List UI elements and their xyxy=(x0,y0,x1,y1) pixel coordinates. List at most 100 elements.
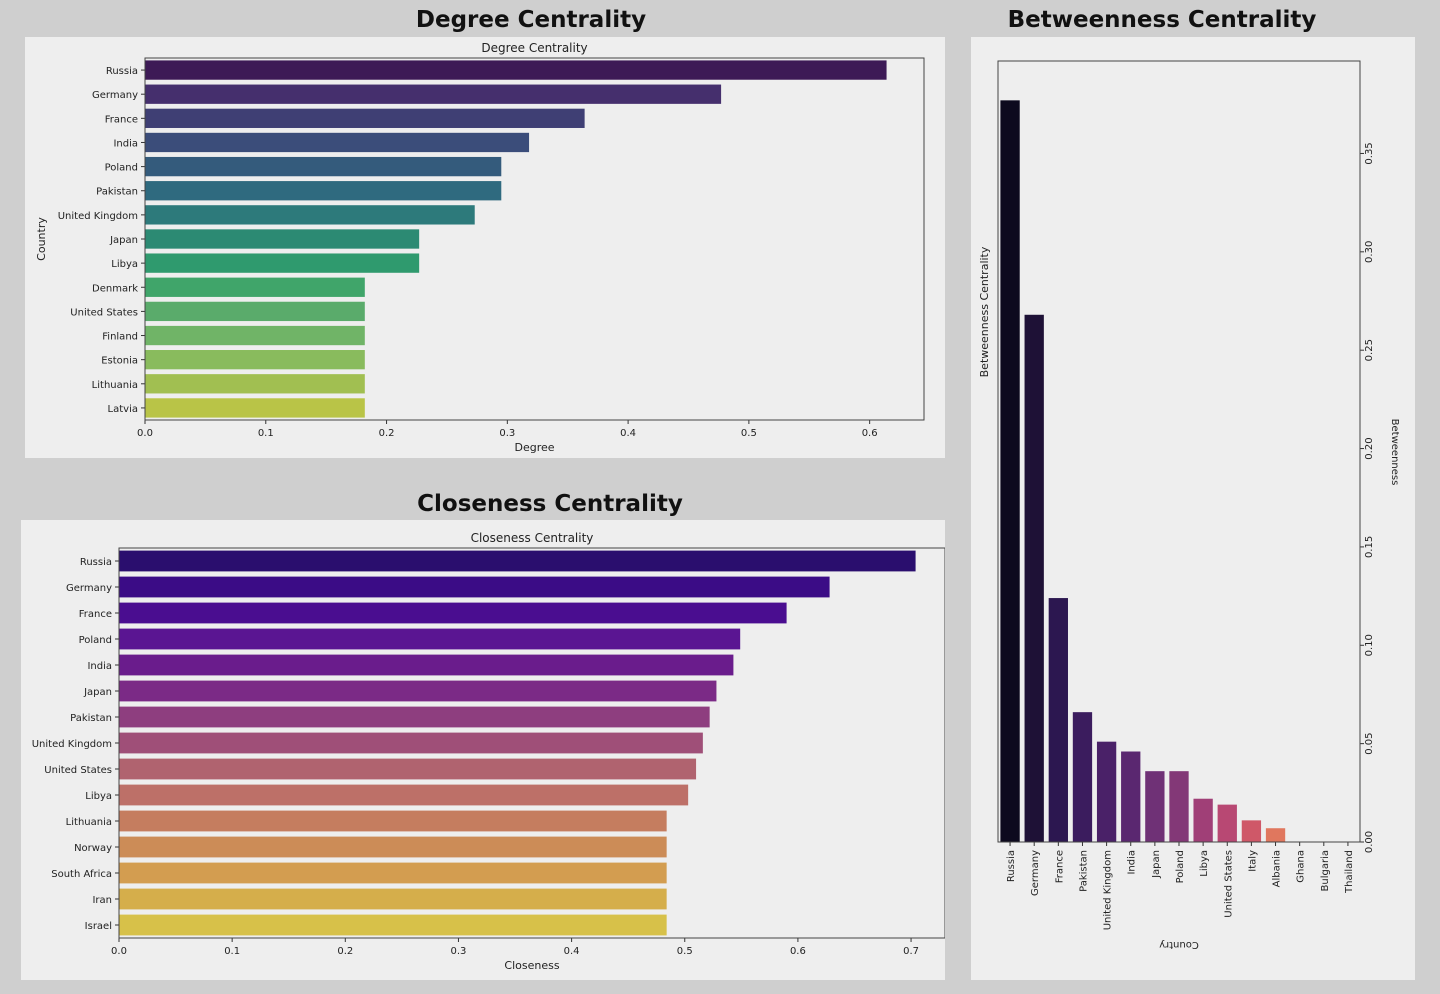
y-tick-label: Russia xyxy=(80,557,112,568)
bar-lithuania xyxy=(119,810,667,832)
bar-germany xyxy=(119,576,830,598)
y-tick-label: United States xyxy=(70,307,138,318)
x-tick-label: Germany xyxy=(1030,850,1041,896)
bar-united-kingdom xyxy=(119,732,703,754)
bar-france xyxy=(119,602,787,624)
x-tick-label: Poland xyxy=(1175,850,1186,883)
y-tick-label: France xyxy=(79,609,112,620)
y-tick-label: 0.00 xyxy=(1364,831,1375,853)
x-tick-label: Albania xyxy=(1272,850,1283,887)
y-tick-label: Japan xyxy=(109,235,138,246)
x-axis-label: Degree xyxy=(514,441,554,454)
bar-france xyxy=(145,108,585,128)
y-tick-label: Israel xyxy=(85,921,112,932)
bar-israel xyxy=(119,914,667,936)
x-tick-label: 0.3 xyxy=(450,946,466,957)
y-tick-label: Pakistan xyxy=(96,187,138,198)
y-tick-label: Finland xyxy=(102,332,138,343)
bar-latvia xyxy=(145,398,365,418)
y-tick-label: Pakistan xyxy=(70,713,112,724)
bar-denmark xyxy=(145,277,365,297)
y-tick-label: India xyxy=(113,138,138,149)
bar-france xyxy=(1048,598,1068,842)
x-tick-label: Thailand xyxy=(1344,850,1355,894)
bar-united-states xyxy=(1217,804,1237,842)
bar-finland xyxy=(145,325,365,346)
y-tick-label: South Africa xyxy=(51,869,112,880)
betweenness-centrality-heading: Betweenness Centrality xyxy=(1007,7,1317,33)
plot-title: Closeness Centrality xyxy=(471,531,594,545)
bar-japan xyxy=(1145,771,1165,842)
x-tick-label: 0.3 xyxy=(499,428,515,439)
x-tick-label: 0.6 xyxy=(862,428,878,439)
bar-united-states xyxy=(119,758,697,780)
bar-estonia xyxy=(145,350,365,370)
degree-chart-panel: Russia Germany France India Poland Pakistan Un… xyxy=(25,37,945,458)
bar-libya xyxy=(1193,798,1213,842)
y-tick-label: Lithuania xyxy=(92,380,138,391)
x-tick-label: France xyxy=(1054,850,1065,883)
closeness-centrality-heading: Closeness Centrality xyxy=(417,491,683,517)
bar-pakistan xyxy=(1072,712,1093,842)
bar-italy xyxy=(1241,820,1262,842)
degree-centrality-heading: Degree Centrality xyxy=(415,7,647,33)
bar-india xyxy=(145,132,530,153)
x-tick-label: United Kingdom xyxy=(1103,850,1114,930)
x-tick-label: 0.0 xyxy=(111,946,127,957)
plot-frame xyxy=(997,60,1361,843)
bar-india xyxy=(119,654,734,676)
bar-japan xyxy=(145,229,420,249)
x-tick-label: Pakistan xyxy=(1078,850,1089,892)
closeness-chart-panel: Russia Germany France Poland India Japan Pakis… xyxy=(21,520,945,980)
y-tick-label: Estonia xyxy=(101,356,138,367)
x-tick-label: 0.0 xyxy=(137,428,153,439)
y-tick-label: United Kingdom xyxy=(32,739,112,750)
bar-south-africa xyxy=(119,862,667,884)
x-axis-label: Closeness xyxy=(504,959,559,972)
y-tick-label: Poland xyxy=(105,163,138,174)
bar-united-kingdom xyxy=(1096,741,1117,842)
betweenness-chart: Russia Germany France Pakistan United Kingdo… xyxy=(978,60,1400,950)
bar-norway xyxy=(119,836,667,858)
bar-poland xyxy=(1169,771,1189,842)
y-axis-label: Country xyxy=(35,217,48,261)
y-tick-label: Iran xyxy=(92,895,112,906)
plot-frame xyxy=(144,57,925,421)
y-tick-label: Latvia xyxy=(108,404,138,415)
y-tick-label: Germany xyxy=(66,583,112,594)
bar-united-kingdom xyxy=(145,205,475,225)
x-tick-label: 0.2 xyxy=(337,946,353,957)
bar-libya xyxy=(119,784,689,806)
x-tick-label: 0.6 xyxy=(790,946,806,957)
betweenness-chart-panel: Russia Germany France Pakistan United Kingdo… xyxy=(971,37,1415,980)
bar-lithuania xyxy=(145,374,365,394)
y-axis-label-right: Betweenness xyxy=(1389,419,1400,486)
y-tick-label: Libya xyxy=(111,259,138,270)
bar-india xyxy=(1121,751,1141,842)
x-axis-label: Country xyxy=(1159,939,1199,950)
bar-germany xyxy=(145,84,722,104)
y-tick-label: 0.15 xyxy=(1364,536,1375,558)
y-tick-label: Germany xyxy=(92,90,138,101)
x-tick-label: 0.5 xyxy=(741,428,757,439)
y-tick-label: France xyxy=(105,114,138,125)
x-tick-label: Japan xyxy=(1151,850,1162,879)
y-tick-label: Lithuania xyxy=(66,817,112,828)
plot-title: Degree Centrality xyxy=(481,41,587,55)
y-tick-label: 0.25 xyxy=(1364,339,1375,361)
degree-chart: Russia Germany France India Poland Pakistan Un… xyxy=(35,41,925,454)
x-tick-label: 0.5 xyxy=(677,946,693,957)
y-axis-label: Betweenness Centrality xyxy=(978,246,991,377)
bar-albania xyxy=(1265,828,1286,842)
bar-russia xyxy=(119,550,916,572)
x-tick-label: Bulgaria xyxy=(1320,850,1331,891)
y-tick-label: United States xyxy=(44,765,112,776)
x-tick-label: 0.4 xyxy=(620,428,636,439)
y-tick-label: Norway xyxy=(74,843,112,854)
x-tick-label: Libya xyxy=(1199,850,1210,877)
y-tick-label: India xyxy=(87,661,112,672)
y-tick-label: Denmark xyxy=(92,283,138,294)
x-tick-label: 0.1 xyxy=(258,428,274,439)
bar-russia xyxy=(1000,100,1020,842)
bar-germany xyxy=(1024,314,1044,842)
